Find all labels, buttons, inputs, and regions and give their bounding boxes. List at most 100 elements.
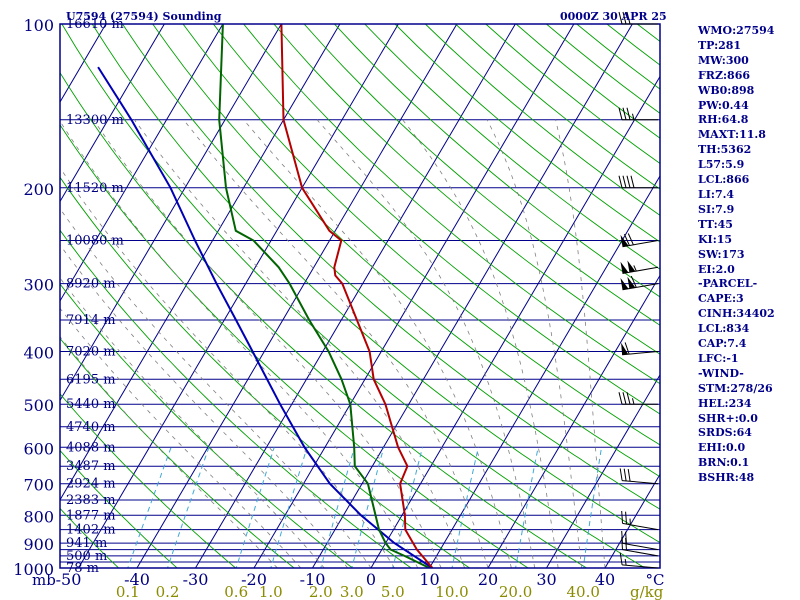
wind-barb-pennant (621, 342, 629, 355)
index-item: -WIND- (698, 366, 744, 380)
wind-barb-flag (627, 469, 631, 482)
height-label: 7020 m (66, 345, 116, 360)
height-label: 941 m (66, 536, 107, 551)
wind-barb-half-flag (624, 559, 627, 566)
pressure-tick-label: 1000 (13, 560, 54, 579)
moist-adiabat-line (60, 208, 372, 568)
wind-barb (621, 342, 659, 356)
mixing-ratio-line (166, 447, 210, 568)
temperature-tick-label: 20 (478, 570, 498, 589)
temperature-tick-label: 40 (595, 570, 615, 589)
mixing-ratio-line (351, 447, 385, 568)
index-item: KI:15 (698, 232, 733, 246)
dewpoint-profile-line (218, 24, 430, 568)
isotherm-line (0, 0, 4, 580)
wind-barb-flag (621, 530, 623, 544)
wind-barb-half-flag (632, 113, 635, 120)
height-label: 6195 m (66, 372, 116, 387)
dry-adiabat-line (60, 507, 120, 568)
index-item: WB0:898 (698, 83, 755, 97)
wind-barb-half-flag (632, 398, 635, 405)
height-label: 10080 m (66, 234, 124, 249)
index-item: HEL:234 (698, 396, 752, 410)
pressure-tick-label: 100 (23, 16, 54, 35)
wind-barb-flag (630, 175, 635, 188)
mixing-ratio-unit-label: g/kg (630, 583, 664, 600)
wind-barb-flag (621, 510, 623, 524)
index-item: EHI:0.0 (698, 441, 746, 455)
wind-barb-flag (618, 175, 623, 188)
dry-adiabat-line (364, 24, 660, 270)
isotherm-line (60, 24, 341, 501)
wind-barb-flag (618, 392, 623, 405)
mixing-ratio-line (127, 447, 172, 568)
index-item: CAPE:3 (698, 292, 744, 306)
wind-barb-flag (623, 233, 630, 246)
index-item: SRDS:64 (698, 426, 752, 440)
pressure-tick-label: 400 (23, 344, 54, 363)
index-item: SI:7.9 (698, 202, 735, 216)
index-item: WMO:27594 (698, 24, 775, 37)
mixing-ratio-line (270, 447, 308, 568)
wind-barb-flag (626, 392, 631, 405)
mixing-ratio-tick-label: 5.0 (381, 583, 405, 600)
height-label: 2924 m (66, 477, 116, 492)
wind-barb-pennant (620, 278, 629, 290)
wind-barb (619, 468, 659, 485)
height-label: 2383 m (66, 493, 116, 508)
wind-barb-flag (624, 342, 630, 355)
dry-adiabat-line (212, 24, 660, 415)
wind-barb-staff (622, 351, 659, 356)
index-item: BSHR:48 (698, 471, 755, 485)
moist-adiabat-line (93, 119, 442, 568)
height-label: 3487 m (66, 459, 116, 474)
temperature-tick-label: -30 (183, 570, 209, 589)
parcel-path-line (97, 66, 433, 568)
mixing-ratio-tick-label: 0.1 (116, 583, 140, 600)
indices-panel: WMO:27594 TP:281 MW:300 FRZ:866 WB0:898 PW:0.… (698, 24, 798, 486)
mixing-ratio-tick-label: 0.6 (224, 583, 248, 600)
wind-barb-pennant (627, 260, 636, 273)
wind-barb (618, 175, 658, 189)
mixing-ratio-tick-label: 10.0 (435, 583, 468, 600)
index-item: SW:173 (698, 247, 745, 261)
moist-adiabat-line (402, 119, 559, 568)
dry-adiabat-line (60, 393, 237, 568)
index-item: MW:300 (698, 53, 749, 67)
dry-adiabat-line (61, 24, 646, 568)
index-item: TT:45 (698, 217, 733, 231)
wind-barb-half-flag (633, 265, 637, 272)
dry-adiabat-line (303, 24, 660, 326)
plot-frame (59, 23, 661, 569)
mixing-ratio-tick-label: 3.0 (340, 583, 364, 600)
index-item: EI:2.0 (698, 262, 735, 276)
moist-adiabat-line (316, 119, 536, 568)
height-label: 1877 m (66, 508, 116, 523)
wind-barb (620, 275, 659, 291)
index-item: L57:5.9 (698, 158, 745, 172)
mixing-ratio-tick-label: 1.0 (259, 583, 283, 600)
temperature-tick-label: -20 (241, 570, 267, 589)
wind-barb-flag (618, 107, 623, 120)
isotherm-line (253, 24, 575, 568)
pressure-tick-label: 900 (23, 535, 54, 554)
moist-adiabat-line (486, 119, 582, 568)
wind-barb-staff (622, 542, 659, 551)
wind-barb-pennant (627, 276, 636, 289)
mixing-ratio-tick-label: 2.0 (309, 583, 333, 600)
mixing-ratio-tick-label: 40.0 (566, 583, 599, 600)
wind-barb-flag (622, 175, 627, 188)
pressure-unit-label: mb (32, 571, 56, 589)
isotherm-line (77, 24, 399, 568)
wind-barb-pennant (620, 261, 629, 274)
moist-adiabat-line (183, 119, 489, 568)
pressure-tick-label: 600 (23, 439, 54, 458)
height-label: 78 m (66, 561, 99, 576)
index-item: LFC:-1 (698, 351, 739, 365)
temperature-tick-label: -50 (56, 570, 82, 589)
dry-adiabat-line (333, 24, 660, 298)
height-label: 7914 m (66, 313, 116, 328)
wind-barb-flag (625, 531, 627, 545)
mixing-ratio-tick-label: 0.2 (156, 583, 180, 600)
wind-barb-flag (619, 552, 623, 565)
